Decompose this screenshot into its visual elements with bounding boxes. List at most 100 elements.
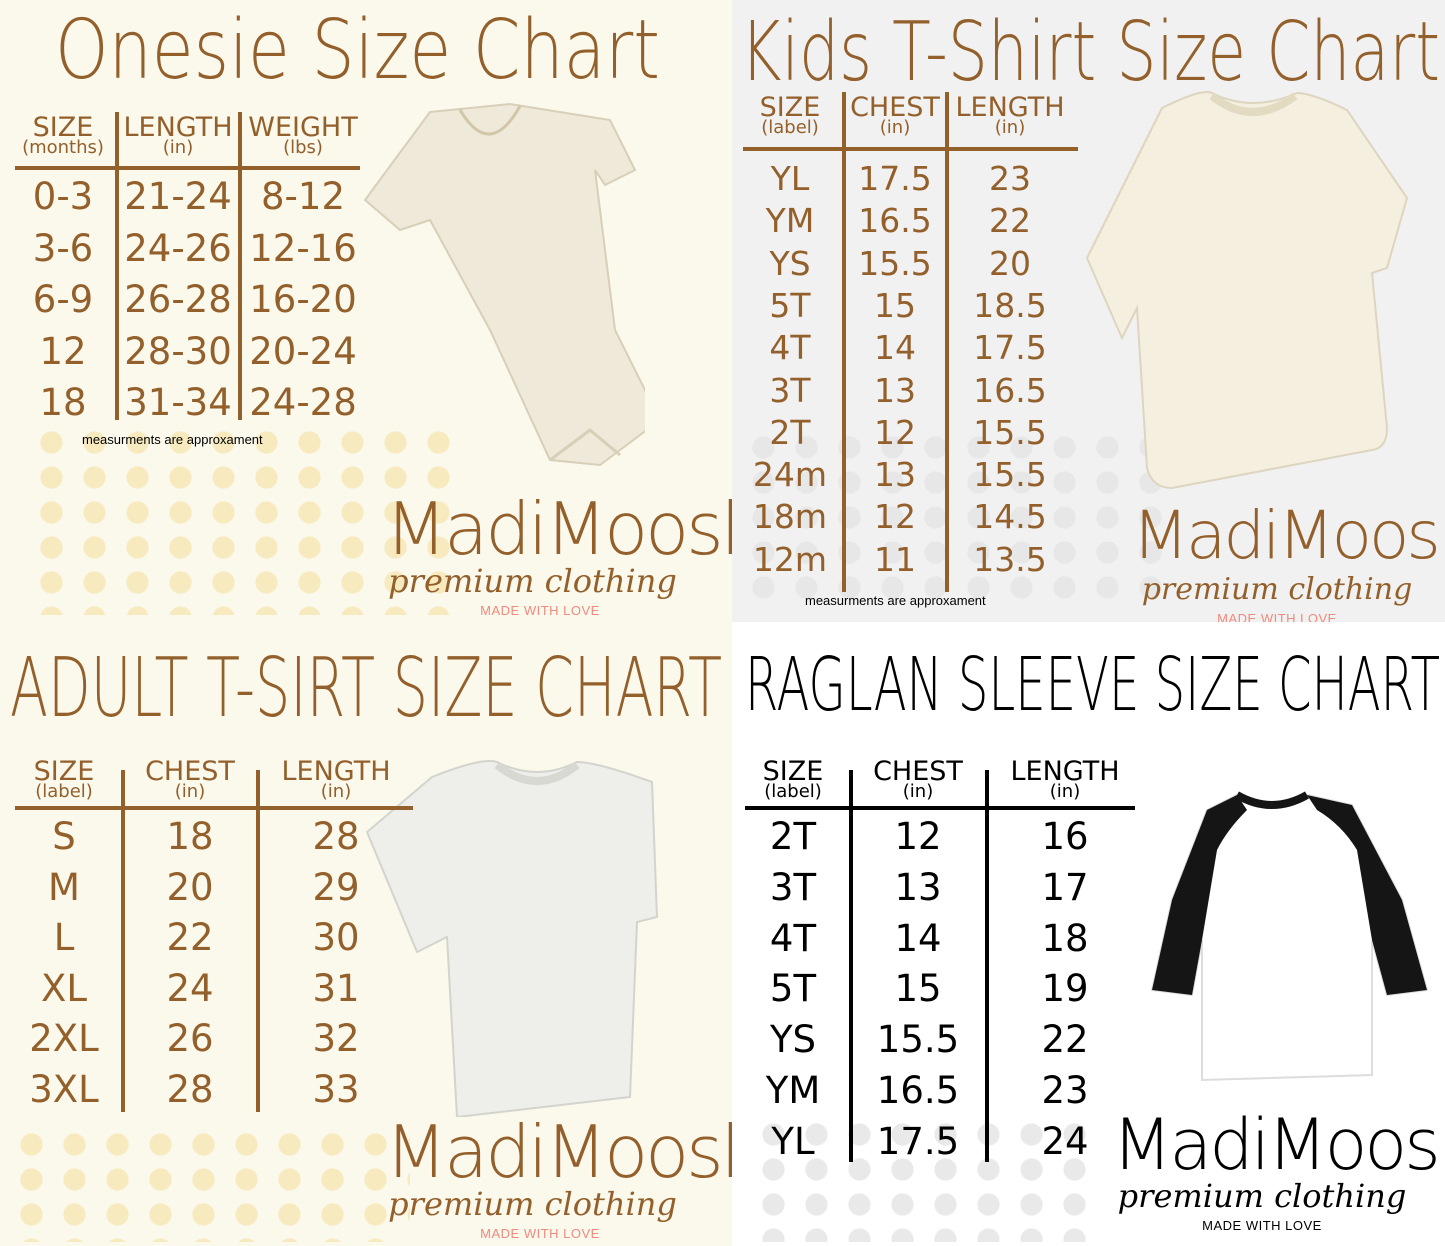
header-divider [15,166,360,170]
brand-logo: MadiMoosh premium clothing MADE WITH LOV… [385,1110,732,1241]
brand-tagline: premium clothing [1117,1177,1407,1215]
raglan-sleeve-size-chart-panel: RAGLAN SLEEVE SIZE CHART MadiMoosh premi… [732,622,1445,1246]
adult-title-text: ADULT T-SIRT SIZE CHART [10,641,722,736]
table-cell: 12 [874,412,916,452]
header-label: CHEST [873,756,963,787]
table-cell: 0-3 [32,175,94,218]
header-unit: (in) [174,781,206,802]
table-cell: 6-9 [32,278,94,321]
header-divider [745,806,1135,810]
raglan-title-text: RAGLAN SLEEVE SIZE CHART [745,642,1440,728]
table-cell: 12 [874,497,916,537]
brand-name: MadiMoosh [1112,1104,1445,1186]
adult-tshirt-image [365,760,659,1117]
brand-logo: MadiMoosh premium clothing MADE WITH LOV… [1132,503,1445,623]
column-header: LENGTH (in) [955,94,1064,137]
table-cell: 15 [894,967,942,1011]
table-cell: 4T [769,328,811,368]
column-header: WEIGHT (lbs) [248,114,357,157]
table-cell: 19 [1041,967,1089,1011]
table-cell: YL [770,159,810,198]
table-cell: 32 [312,1017,360,1060]
table-cell: 17 [1041,865,1089,909]
brand-tagline: premium clothing [1141,572,1413,607]
table-cell: 24 [166,966,214,1010]
kids-title: Kids T-Shirt Size Chart [740,5,1440,100]
table-cell: 23 [989,159,1031,198]
brand-motto: MADE WITH LOVE [480,1226,600,1241]
table-cell: 20 [989,243,1031,283]
dot-pattern [742,430,1162,610]
table-cell: 31 [312,966,360,1010]
table-cell: 24-28 [249,381,357,424]
header-unit: (in) [902,781,934,802]
column-divider [849,770,853,1162]
header-label: LENGTH [955,92,1065,123]
header-label: CHEST [850,92,940,123]
column-header: SIZE (label) [763,758,824,801]
column-header: CHEST (in) [145,758,235,801]
table-cell: 22 [1041,1018,1089,1062]
header-label: LENGTH [281,756,391,787]
table-cell: 17.5 [876,1119,960,1163]
table-cell: 12 [894,815,942,858]
header-label: LENGTH [1010,756,1120,787]
header-label: SIZE [33,756,95,787]
table-cell: 17.5 [858,159,932,198]
table-cell: 2XL [29,1017,99,1060]
table-cell: YS [769,1018,817,1062]
onesie-title: Onesie Size Chart [55,3,660,98]
table-cell: 30 [312,916,360,959]
column-header: CHEST (in) [873,758,963,801]
measurement-note: measurments are approxament [82,432,263,447]
table-cell: 16.5 [858,201,932,241]
table-cell: 12-16 [249,226,357,270]
raglan-shirt-image [1150,791,1429,1082]
table-cell: 14.5 [973,497,1047,537]
column-divider [256,770,260,1112]
table-cell: 26 [166,1017,214,1060]
table-cell: 2T [769,815,817,858]
brand-motto: MADE WITH LOVE [1202,1218,1322,1233]
adult-title: ADULT T-SIRT SIZE CHART [10,641,722,736]
header-unit: (in) [879,117,911,138]
table-cell: 18 [1041,916,1089,960]
header-label: SIZE [762,756,824,787]
header-unit: (label) [35,781,93,802]
onesie-size-chart-panel: Onesie Size Chart measurments are approx… [0,0,732,622]
table-cell: 24 [1041,1119,1089,1163]
brand-name: MadiMoosh [385,1110,732,1194]
column-header: SIZE (months) [22,114,104,157]
column-divider [121,770,125,1112]
kids-tshirt-image [1085,91,1409,490]
table-cell: 28 [166,1067,214,1111]
table-cell: 15.5 [973,412,1047,452]
table-cell: 22 [166,916,214,959]
header-label: WEIGHT [248,112,358,143]
header-unit: (in) [162,137,194,158]
column-header: LENGTH (in) [281,758,390,801]
table-cell: 12m [752,539,828,579]
onesie-title-text: Onesie Size Chart [55,3,660,98]
column-divider [238,112,242,420]
table-cell: 5T [769,285,811,325]
table-cell: 8-12 [261,175,345,218]
table-cell: 20-24 [249,329,357,373]
kids-tshirt-size-chart-panel: Kids T-Shirt Size Chart measurments are … [732,0,1445,622]
table-cell: 31-34 [124,381,232,424]
table-cell: 11 [874,539,916,579]
header-label: SIZE [32,112,94,143]
header-divider [743,147,1078,151]
header-unit: (lbs) [283,137,323,158]
table-cell: 2T [769,412,811,452]
adult-tshirt-size-chart-panel: ADULT T-SIRT SIZE CHART MadiMoosh premiu… [0,622,732,1246]
brand-logo: MadiMoosh premium clothing MADE WITH LOV… [385,493,732,618]
table-cell: 4T [769,916,817,960]
table-cell: 14 [874,328,916,368]
brand-motto: MADE WITH LOVE [480,603,600,618]
table-cell: 15 [874,285,916,325]
table-cell: 13 [874,370,916,410]
column-divider [945,92,949,592]
header-unit: (label) [761,117,819,138]
header-unit: (in) [994,117,1026,138]
